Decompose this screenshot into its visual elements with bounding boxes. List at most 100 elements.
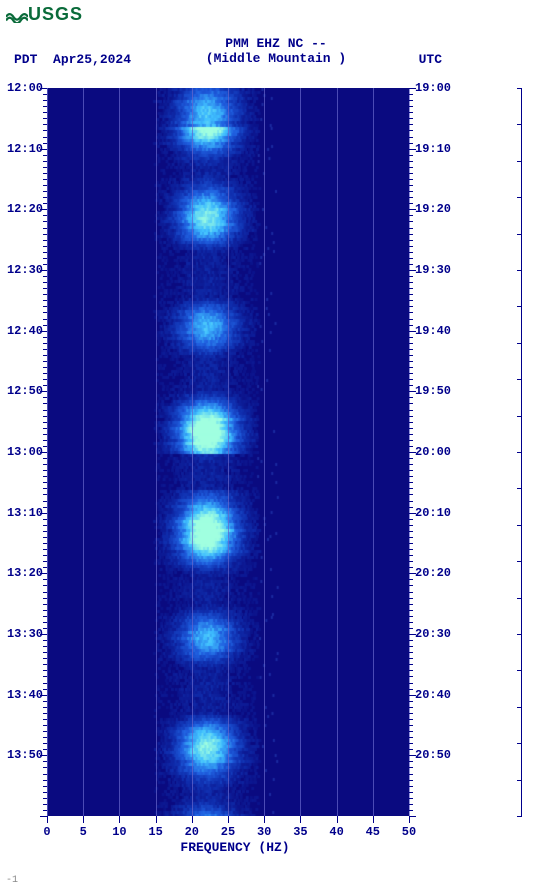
y-tick-minor-right bbox=[409, 185, 413, 186]
scale-tick bbox=[517, 816, 522, 817]
scale-tick bbox=[517, 88, 522, 89]
y-tick-major-left bbox=[40, 391, 47, 392]
scale-tick bbox=[517, 306, 522, 307]
x-tick-label: 0 bbox=[37, 825, 57, 839]
gridline bbox=[373, 88, 374, 816]
y-tick-minor-left bbox=[43, 531, 47, 532]
y-tick-minor-left bbox=[43, 537, 47, 538]
y-tick-minor-left bbox=[43, 355, 47, 356]
gridline bbox=[156, 88, 157, 816]
y-tick-minor-right bbox=[409, 555, 413, 556]
x-tick-mark bbox=[373, 816, 374, 823]
y-tick-major-left bbox=[40, 573, 47, 574]
scale-tick bbox=[517, 598, 522, 599]
y-tick-label-left: 12:20 bbox=[7, 202, 43, 216]
y-tick-minor-right bbox=[409, 543, 413, 544]
y-tick-minor-left bbox=[43, 494, 47, 495]
y-tick-minor-left bbox=[43, 167, 47, 168]
y-tick-minor-right bbox=[409, 622, 413, 623]
y-tick-minor-right bbox=[409, 670, 413, 671]
scale-tick bbox=[517, 488, 522, 489]
y-tick-minor-left bbox=[43, 300, 47, 301]
y-tick-minor-left bbox=[43, 743, 47, 744]
logo-text: USGS bbox=[28, 4, 83, 24]
y-tick-minor-right bbox=[409, 646, 413, 647]
y-tick-minor-left bbox=[43, 252, 47, 253]
y-tick-minor-left bbox=[43, 640, 47, 641]
y-tick-minor-left bbox=[43, 652, 47, 653]
y-tick-major-left bbox=[40, 270, 47, 271]
y-tick-minor-right bbox=[409, 761, 413, 762]
y-tick-major-right bbox=[409, 331, 416, 332]
y-tick-minor-right bbox=[409, 804, 413, 805]
y-tick-major-left bbox=[40, 513, 47, 514]
y-tick-minor-right bbox=[409, 652, 413, 653]
y-tick-minor-right bbox=[409, 264, 413, 265]
y-tick-minor-right bbox=[409, 434, 413, 435]
y-tick-minor-left bbox=[43, 137, 47, 138]
y-tick-minor-right bbox=[409, 792, 413, 793]
y-tick-minor-right bbox=[409, 446, 413, 447]
y-tick-major-right bbox=[409, 634, 416, 635]
wave-icon bbox=[6, 7, 28, 23]
y-tick-label-right: 19:30 bbox=[415, 263, 451, 277]
y-tick-label-right: 20:10 bbox=[415, 506, 451, 520]
x-tick-mark bbox=[156, 816, 157, 823]
x-tick-label: 40 bbox=[327, 825, 347, 839]
y-tick-minor-right bbox=[409, 167, 413, 168]
y-tick-minor-left bbox=[43, 130, 47, 131]
scale-tick bbox=[517, 452, 522, 453]
y-tick-minor-right bbox=[409, 610, 413, 611]
y-tick-minor-left bbox=[43, 112, 47, 113]
y-tick-minor-right bbox=[409, 179, 413, 180]
y-tick-minor-right bbox=[409, 258, 413, 259]
usgs-logo: USGS bbox=[6, 4, 83, 25]
y-tick-minor-right bbox=[409, 537, 413, 538]
y-tick-minor-right bbox=[409, 397, 413, 398]
x-tick-label: 5 bbox=[73, 825, 93, 839]
x-tick-label: 45 bbox=[363, 825, 383, 839]
left-timezone-label: PDT Apr25,2024 bbox=[14, 52, 131, 67]
y-tick-minor-right bbox=[409, 494, 413, 495]
y-tick-minor-left bbox=[43, 94, 47, 95]
scale-tick bbox=[517, 197, 522, 198]
y-tick-minor-left bbox=[43, 124, 47, 125]
y-tick-minor-right bbox=[409, 774, 413, 775]
y-tick-minor-right bbox=[409, 276, 413, 277]
y-tick-minor-right bbox=[409, 234, 413, 235]
y-tick-minor-right bbox=[409, 531, 413, 532]
y-tick-major-right bbox=[409, 391, 416, 392]
x-tick-mark bbox=[192, 816, 193, 823]
y-tick-minor-left bbox=[43, 610, 47, 611]
y-tick-minor-right bbox=[409, 337, 413, 338]
y-tick-minor-right bbox=[409, 137, 413, 138]
y-tick-major-left bbox=[40, 331, 47, 332]
y-tick-minor-left bbox=[43, 282, 47, 283]
y-tick-minor-left bbox=[43, 367, 47, 368]
y-tick-minor-right bbox=[409, 767, 413, 768]
y-tick-minor-left bbox=[43, 804, 47, 805]
y-tick-minor-right bbox=[409, 501, 413, 502]
gridline bbox=[264, 88, 265, 816]
y-tick-minor-right bbox=[409, 579, 413, 580]
scale-tick bbox=[517, 379, 522, 380]
y-tick-label-right: 19:10 bbox=[415, 142, 451, 156]
y-tick-label-left: 12:00 bbox=[7, 81, 43, 95]
y-tick-minor-right bbox=[409, 319, 413, 320]
y-tick-major-left bbox=[40, 149, 47, 150]
y-tick-minor-left bbox=[43, 100, 47, 101]
y-tick-minor-right bbox=[409, 252, 413, 253]
y-tick-minor-right bbox=[409, 464, 413, 465]
y-tick-minor-left bbox=[43, 670, 47, 671]
y-tick-minor-left bbox=[43, 725, 47, 726]
y-tick-minor-left bbox=[43, 585, 47, 586]
y-tick-minor-left bbox=[43, 761, 47, 762]
y-tick-minor-left bbox=[43, 604, 47, 605]
x-tick-label: 30 bbox=[254, 825, 274, 839]
y-tick-minor-left bbox=[43, 106, 47, 107]
y-tick-minor-left bbox=[43, 264, 47, 265]
y-tick-minor-right bbox=[409, 549, 413, 550]
y-tick-major-right bbox=[409, 452, 416, 453]
y-tick-major-left bbox=[40, 755, 47, 756]
y-tick-minor-left bbox=[43, 598, 47, 599]
